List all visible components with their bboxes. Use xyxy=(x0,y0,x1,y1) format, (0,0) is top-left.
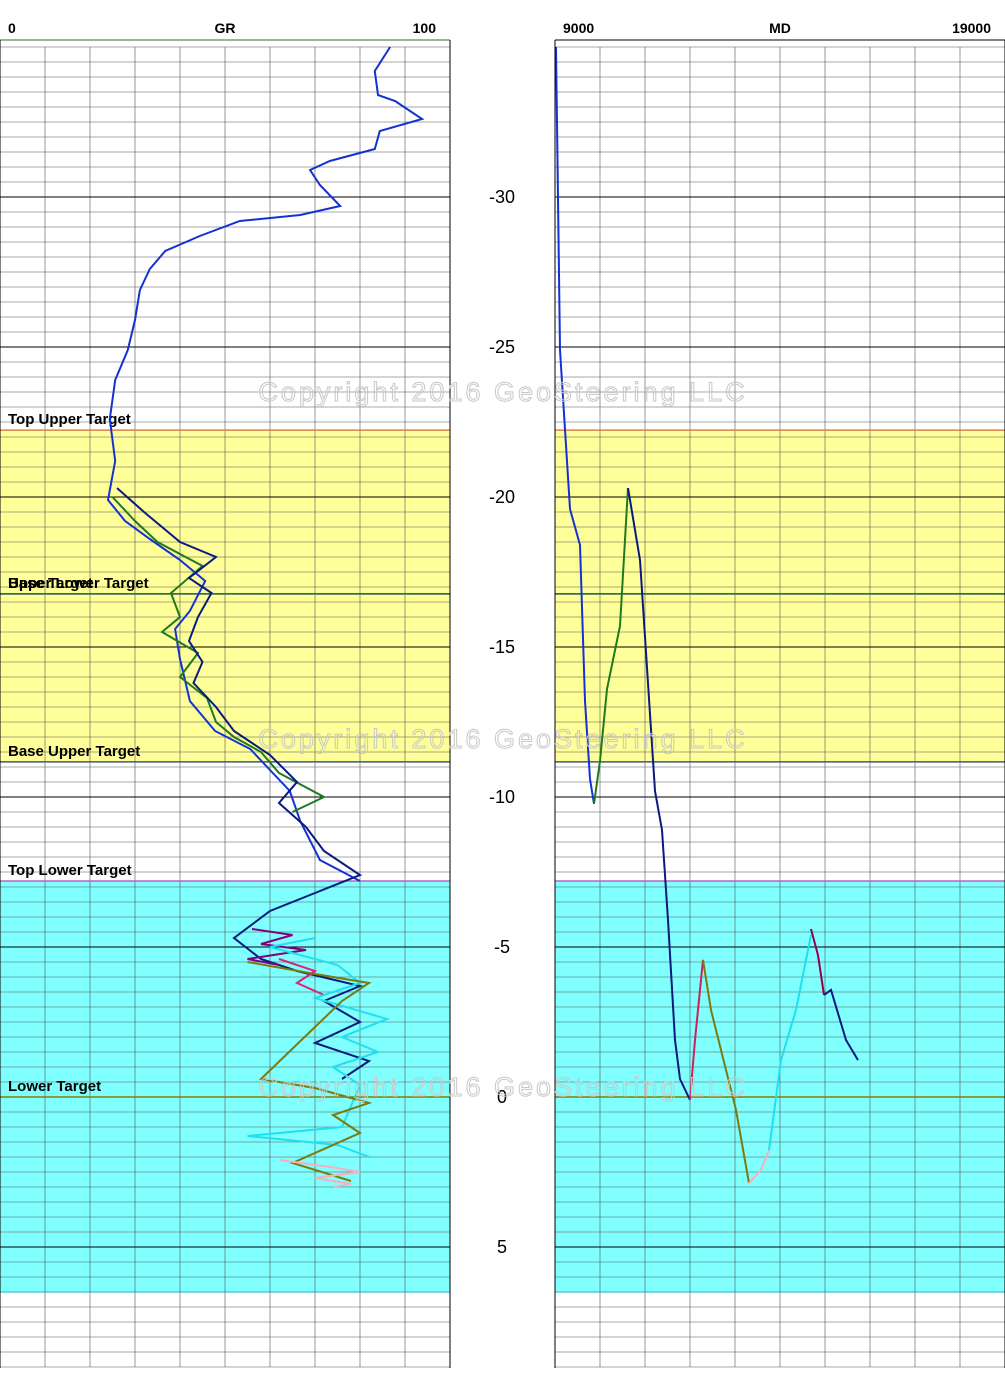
formation-label: Base Target xyxy=(8,575,93,592)
y-tick-label: -10 xyxy=(489,787,515,807)
log-curve xyxy=(106,46,425,882)
watermark: Copyright 2016 GeoSteering LLC xyxy=(258,377,747,407)
log-curve xyxy=(116,487,372,1080)
x-tick-label: 0 xyxy=(8,20,16,36)
y-tick-label: -30 xyxy=(489,187,515,207)
y-tick-label: 5 xyxy=(497,1237,507,1257)
log-curve xyxy=(278,1159,361,1188)
x-tick-label: 100 xyxy=(413,20,437,36)
formation-label: Top Lower Target xyxy=(8,862,132,879)
watermark: Copyright 2016 GeoSteering LLC xyxy=(258,1072,747,1102)
y-tick-label: 0 xyxy=(497,1087,507,1107)
log-curve xyxy=(278,958,325,996)
log-curve xyxy=(627,487,691,1101)
log-curve xyxy=(555,46,595,805)
watermark: Copyright 2016 GeoSteering LLC xyxy=(258,724,747,754)
x-tick-label: 9000 xyxy=(563,20,594,36)
log-curve xyxy=(247,961,373,1182)
x-axis-label: MD xyxy=(769,20,791,36)
formation-label: Base Upper Target xyxy=(8,743,140,760)
log-curve xyxy=(748,1149,770,1184)
log-curve xyxy=(823,988,859,1061)
log-curve xyxy=(111,496,327,813)
log-curve xyxy=(702,959,750,1184)
log-curve xyxy=(247,937,391,1158)
y-tick-label: -15 xyxy=(489,637,515,657)
log-curve xyxy=(593,487,629,805)
log-curve xyxy=(768,934,812,1151)
log-curve xyxy=(810,928,825,996)
log-curve xyxy=(247,928,307,966)
log-curve xyxy=(689,959,704,1101)
x-tick-label: 19000 xyxy=(952,20,991,36)
y-tick-label: -20 xyxy=(489,487,515,507)
formation-label: Lower Target xyxy=(8,1078,101,1095)
formation-label: Top Upper Target xyxy=(8,411,131,428)
y-tick-label: -5 xyxy=(494,937,510,957)
x-axis-label: GR xyxy=(215,20,236,36)
formation-label: Upper Lower Target xyxy=(8,575,149,592)
y-tick-label: -25 xyxy=(489,337,515,357)
